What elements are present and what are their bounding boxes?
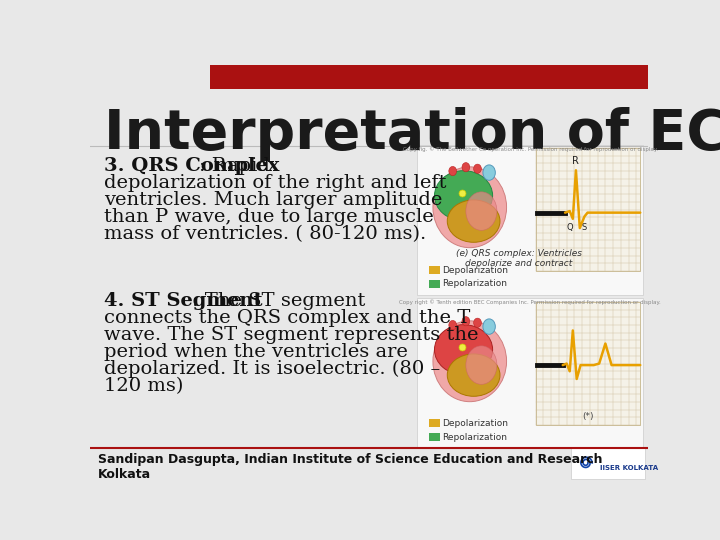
Bar (428, 280, 439, 288)
Text: ventricles. Much larger amplitude: ventricles. Much larger amplitude (104, 191, 442, 209)
Text: : The ST segment: : The ST segment (192, 292, 366, 310)
Text: S: S (582, 224, 587, 232)
Ellipse shape (466, 346, 497, 384)
Text: Sandipan Dasgupta, Indian Institute of Science Education and Research
Kolkata: Sandipan Dasgupta, Indian Institute of S… (98, 453, 602, 481)
Text: depolarization of the right and left: depolarization of the right and left (104, 174, 446, 192)
Text: 4. ST Segment: 4. ST Segment (104, 292, 263, 310)
Ellipse shape (483, 165, 495, 180)
Text: Depolarization: Depolarization (442, 266, 508, 274)
Bar (210, 65, 648, 90)
Ellipse shape (447, 354, 500, 396)
Text: Copy fig. © The Bellwether Co operation Inc. Permission required for reproductio: Copy fig. © The Bellwether Co operation … (402, 146, 658, 152)
Ellipse shape (433, 321, 507, 402)
Bar (570, 448, 645, 479)
Ellipse shape (474, 318, 482, 327)
Text: than P wave, due to large muscle: than P wave, due to large muscle (104, 208, 433, 226)
Ellipse shape (449, 166, 456, 176)
Text: (e) QRS complex: Ventricles
depolarize and contract: (e) QRS complex: Ventricles depolarize a… (456, 249, 582, 268)
Text: (*): (*) (582, 413, 593, 421)
Text: Depolarization: Depolarization (442, 418, 508, 428)
Bar (428, 419, 439, 428)
Text: connects the QRS complex and the T: connects the QRS complex and the T (104, 309, 470, 327)
Text: Copy right © Tenth edition BEC Companies Inc. Permission required for reproducti: Copy right © Tenth edition BEC Companies… (400, 300, 661, 305)
Text: Q: Q (567, 224, 573, 232)
Bar (428, 433, 439, 441)
Ellipse shape (434, 171, 492, 221)
Ellipse shape (483, 319, 495, 334)
Ellipse shape (462, 316, 469, 326)
Ellipse shape (466, 192, 497, 231)
Ellipse shape (447, 200, 500, 242)
Ellipse shape (474, 164, 482, 173)
Text: Interpretation of ECG data: Interpretation of ECG data (104, 107, 720, 161)
Text: mass of ventricles. ( 80-120 ms).: mass of ventricles. ( 80-120 ms). (104, 225, 426, 243)
Bar (417, 298, 644, 448)
Bar (536, 148, 640, 271)
Text: : Rapid: : Rapid (199, 157, 270, 175)
Text: depolarized. It is isoelectric. (80 –: depolarized. It is isoelectric. (80 – (104, 360, 440, 378)
Ellipse shape (433, 167, 507, 248)
Bar (417, 145, 644, 295)
Text: period when the ventricles are: period when the ventricles are (104, 343, 408, 361)
Text: Repolarization: Repolarization (442, 433, 507, 442)
Ellipse shape (434, 325, 492, 375)
Text: Repolarization: Repolarization (442, 279, 507, 288)
Text: 3. QRS Complex: 3. QRS Complex (104, 157, 279, 175)
Text: 120 ms): 120 ms) (104, 377, 184, 395)
Text: IISER KOLKATA: IISER KOLKATA (600, 464, 658, 470)
Bar (428, 266, 439, 274)
Ellipse shape (462, 163, 469, 172)
Bar (536, 302, 640, 425)
Text: wave. The ST segment represents the: wave. The ST segment represents the (104, 326, 479, 344)
Ellipse shape (449, 320, 456, 330)
Text: R: R (572, 156, 580, 166)
